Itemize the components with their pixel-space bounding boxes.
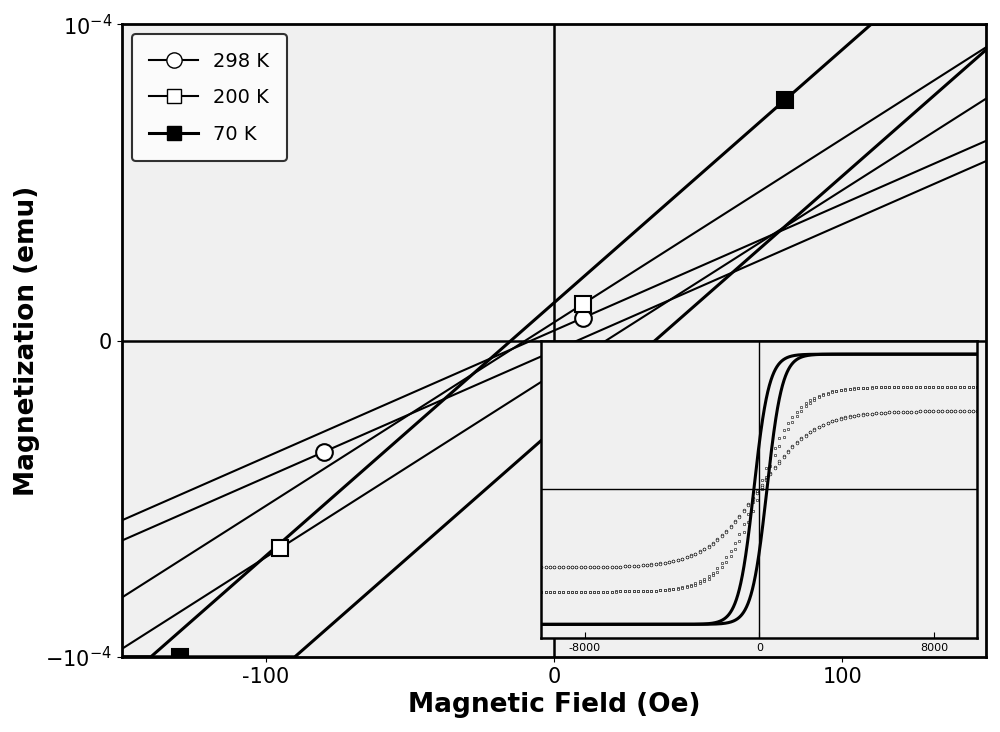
Legend: 298 K, 200 K, 70 K: 298 K, 200 K, 70 K	[132, 34, 287, 161]
X-axis label: Magnetic Field (Oe): Magnetic Field (Oe)	[408, 692, 700, 718]
Y-axis label: Magnetization (emu): Magnetization (emu)	[14, 185, 40, 496]
